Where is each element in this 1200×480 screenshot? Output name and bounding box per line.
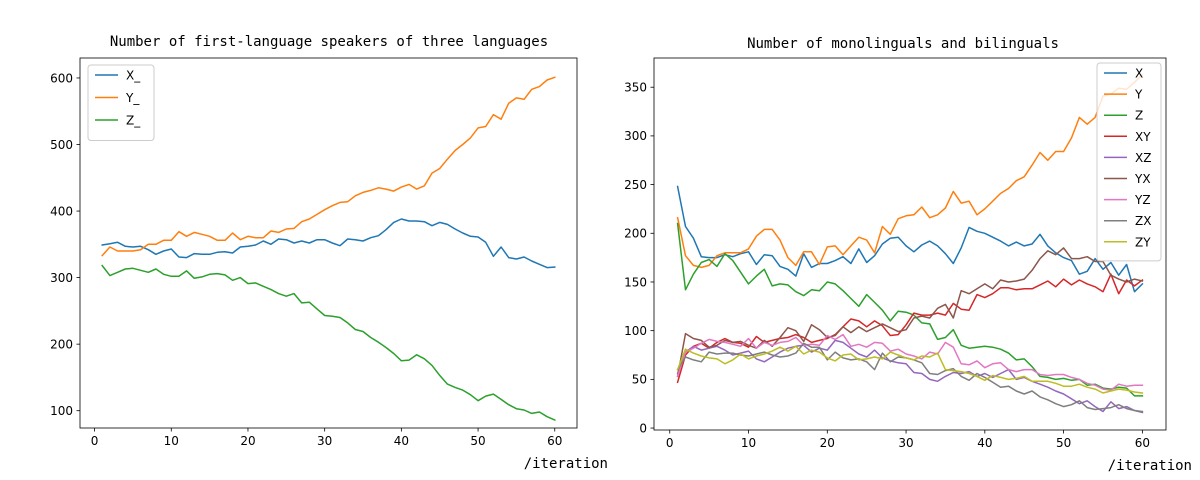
series-line-y	[101, 76, 556, 257]
legend-label: ZX	[1135, 214, 1151, 228]
series-line-y	[676, 73, 1144, 269]
series-line-z	[676, 222, 1144, 397]
series-line-zy	[676, 345, 1144, 394]
chart-first-language-speakers: Number of first-language speakers of thr…	[50, 34, 608, 472]
y-tick-label: 250	[624, 178, 647, 192]
y-tick-label: 0	[639, 421, 647, 435]
series-line-x	[101, 218, 556, 269]
x-tick-label: 50	[1056, 436, 1071, 450]
legend-box	[87, 64, 155, 141]
series-line-yz	[676, 333, 1144, 391]
series-line-z	[101, 264, 556, 421]
y-tick-label: 300	[624, 129, 647, 143]
series-line-yx	[676, 247, 1144, 378]
legend-box	[1096, 62, 1162, 262]
x-tick-label: 30	[317, 434, 332, 448]
series-group	[676, 73, 1144, 414]
y-tick-label: 100	[50, 404, 73, 418]
x-tick-label: 20	[240, 434, 255, 448]
plot-frame	[79, 57, 578, 429]
x-tick-label: 40	[977, 436, 992, 450]
legend-label: YX	[1134, 172, 1151, 186]
y-tick-label: 350	[624, 81, 647, 95]
x-tick-label: 10	[164, 434, 179, 448]
x-tick-label: 60	[547, 434, 562, 448]
y-tick-label: 400	[50, 204, 73, 218]
series-group	[101, 76, 556, 421]
y-tick-label: 200	[50, 337, 73, 351]
series-line-xy	[676, 273, 1144, 384]
legend-label: XY	[1135, 130, 1151, 144]
x-tick-label: 0	[91, 434, 99, 448]
legend-label: YZ	[1134, 193, 1151, 207]
legend: X_ Y_ Z_	[87, 64, 155, 141]
y-tick-label: 600	[50, 71, 73, 85]
x-tick-label: 20	[820, 436, 835, 450]
legend-label: X	[1135, 67, 1143, 81]
legend-label: XZ	[1135, 151, 1151, 165]
x-tick-label: 60	[1135, 436, 1150, 450]
x-tick-label: 50	[470, 434, 485, 448]
y-tick-label: 150	[624, 275, 647, 289]
legend-label: Z	[1135, 109, 1143, 123]
legend-label: ZY	[1135, 235, 1151, 249]
x-axis-label: /iteration	[1108, 458, 1192, 474]
legend-label: X_	[126, 69, 141, 83]
x-tick-label: 40	[394, 434, 409, 448]
x-tick-label: 30	[898, 436, 913, 450]
y-tick-label: 100	[624, 324, 647, 338]
series-line-xz	[676, 339, 1144, 414]
y-tick-label: 300	[50, 271, 73, 285]
x-axis-label: /iteration	[524, 456, 608, 472]
x-tick-label: 10	[741, 436, 756, 450]
y-tick-label: 200	[624, 227, 647, 241]
y-tick-label: 50	[632, 373, 647, 387]
legend-label: Y	[1134, 88, 1143, 102]
y-tick-label: 500	[50, 138, 73, 152]
chart-title: Number of monolinguals and bilinguals	[747, 36, 1059, 52]
series-line-x	[676, 185, 1144, 293]
chart-title: Number of first-language speakers of thr…	[110, 34, 548, 50]
legend-label: Y_	[125, 91, 140, 105]
x-tick-label: 0	[666, 436, 674, 450]
plot-frame	[653, 57, 1167, 431]
legend-label: Z_	[126, 114, 141, 128]
chart-monolinguals-bilinguals: Number of monolinguals and bilinguals /i…	[624, 36, 1192, 474]
